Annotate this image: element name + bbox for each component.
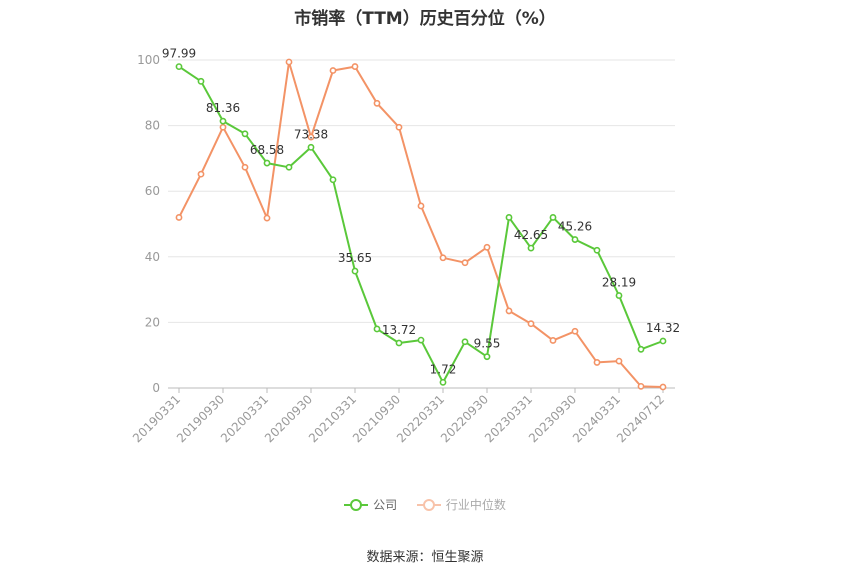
x-tick-label: 20240712 — [614, 392, 667, 445]
y-tick-label: 80 — [145, 119, 160, 133]
data-label: 68.58 — [250, 143, 284, 157]
data-point-industry — [219, 123, 227, 131]
data-point-company — [659, 337, 667, 345]
data-point-company — [219, 117, 227, 125]
data-point-company — [175, 63, 183, 70]
y-tick-label: 40 — [145, 250, 160, 264]
data-label: 45.26 — [558, 220, 592, 234]
y-tick-label: 0 — [152, 381, 160, 395]
data-point-industry — [263, 214, 271, 222]
data-point-industry — [417, 202, 425, 210]
legend-industry-label: 行业中位数 — [445, 498, 506, 512]
data-point-company — [197, 77, 205, 85]
data-point-industry — [571, 327, 579, 335]
data-point-industry — [241, 163, 249, 171]
data-point-company — [263, 159, 271, 167]
data-point-company — [527, 244, 535, 252]
data-point-company — [505, 214, 513, 221]
data-point-industry — [373, 99, 381, 107]
data-point-company — [285, 163, 293, 171]
legend-company-swatch — [344, 498, 369, 512]
data-label: 73.38 — [294, 127, 328, 141]
data-label: 14.32 — [646, 321, 680, 335]
legend-item-company[interactable]: 公司 — [344, 496, 397, 513]
data-point-industry — [395, 123, 403, 131]
data-point-industry — [329, 67, 337, 74]
data-point-company — [571, 236, 579, 243]
data-point-industry — [439, 254, 447, 262]
y-tick-label: 20 — [145, 315, 160, 329]
data-point-company — [351, 267, 359, 275]
data-label: 9.55 — [474, 337, 501, 351]
data-label: 81.36 — [206, 101, 240, 115]
data-point-company — [549, 214, 557, 221]
data-point-industry — [637, 382, 645, 390]
grid-lines — [168, 59, 675, 323]
data-point-industry — [307, 133, 315, 141]
data-point-industry — [197, 170, 205, 178]
data-point-company — [373, 325, 381, 333]
data-point-company — [593, 246, 601, 254]
data-label: 1.72 — [430, 362, 457, 376]
data-point-company — [417, 336, 425, 344]
data-point-company — [483, 353, 491, 361]
data-point-company — [461, 338, 469, 346]
data-label: 13.72 — [382, 323, 416, 337]
chart-title: 市销率（TTM）历史百分位（%） — [294, 9, 556, 29]
data-point-company — [439, 378, 447, 386]
y-tick-label: 100 — [137, 53, 160, 67]
data-point-company — [615, 292, 623, 299]
data-point-industry — [549, 337, 557, 344]
series-layer — [175, 58, 667, 391]
data-point-industry — [527, 320, 535, 328]
data-point-industry — [483, 243, 491, 251]
data-point-company — [241, 130, 249, 138]
data-labels: 97.99 81.36 68.58 73.38 35.65 13.72 1.72 9.55 42… — [162, 47, 680, 377]
data-label: 42.65 — [514, 228, 548, 242]
legend-industry-swatch — [416, 498, 441, 512]
data-point-industry — [659, 383, 667, 391]
data-point-industry — [505, 307, 513, 315]
y-tick-label: 60 — [145, 184, 160, 198]
data-point-company — [307, 143, 315, 151]
data-point-company — [395, 339, 403, 347]
data-point-company — [637, 345, 645, 353]
data-point-industry — [461, 259, 469, 267]
legend-company-label: 公司 — [373, 498, 398, 512]
data-point-industry — [285, 58, 293, 66]
legend-item-industry[interactable]: 行业中位数 — [416, 496, 506, 513]
data-point-industry — [593, 359, 601, 366]
data-point-company — [329, 176, 337, 184]
data-point-industry — [175, 214, 183, 221]
data-label: 35.65 — [338, 251, 372, 265]
source-note: 数据来源：恒生聚源 — [366, 550, 484, 565]
legend: 公司 行业中位数 — [0, 496, 850, 515]
data-point-industry — [615, 357, 623, 365]
data-label: 28.19 — [602, 276, 636, 290]
data-label: 97.99 — [162, 47, 196, 61]
data-point-industry — [351, 63, 359, 70]
